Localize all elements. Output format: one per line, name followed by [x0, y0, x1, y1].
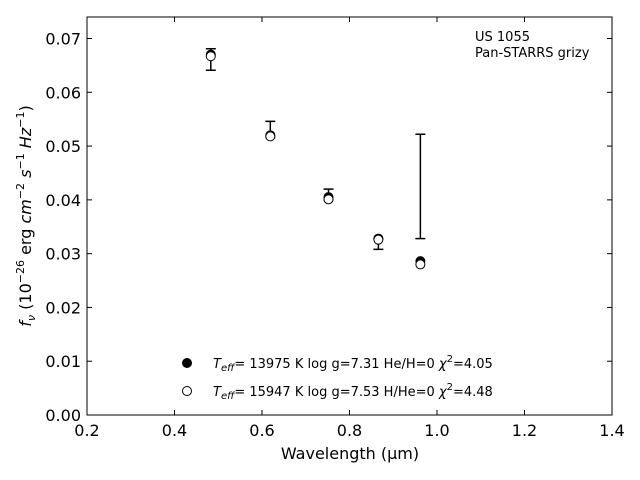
open-marker: [415, 259, 426, 270]
annotation-line-1: US 1055: [475, 30, 530, 45]
x-tick-label: 0.6: [249, 421, 274, 440]
x-tick-label: 1.2: [512, 421, 537, 440]
y-tick-label: 0.00: [45, 406, 81, 425]
open-marker: [373, 234, 384, 245]
y-tick-label: 0.05: [45, 137, 81, 156]
y-axis-label-group: fν (10−26 erg cm−2 s−1 Hz−1): [14, 105, 38, 326]
legend-label: Teff= 13975 K log g=7.31 He/H=0 χ2=4.05: [213, 354, 493, 374]
legend-marker: [182, 358, 192, 368]
annotation-line-2: Pan-STARRS grizy: [475, 46, 590, 61]
data-points: [205, 49, 426, 270]
x-tick-label: 0.8: [337, 421, 362, 440]
x-tick-label: 1.4: [599, 421, 624, 440]
legend-marker: [182, 386, 192, 396]
y-tick-label: 0.07: [45, 30, 81, 49]
legend: Teff= 13975 K log g=7.31 He/H=0 χ2=4.05 T…: [182, 354, 493, 402]
annotation: US 1055 Pan-STARRS grizy: [475, 30, 590, 61]
y-axis-label: fν (10−26 erg cm−2 s−1 Hz−1): [14, 105, 38, 326]
y-tick-label: 0.06: [45, 83, 81, 102]
x-tick-label: 0.4: [162, 421, 187, 440]
x-tick-label: 0.2: [74, 421, 99, 440]
legend-label: Teff= 15947 K log g=7.53 H/He=0 χ2=4.48: [213, 382, 493, 402]
y-tick-label: 0.01: [45, 352, 81, 371]
open-marker: [323, 194, 334, 205]
error-bars: [205, 47, 426, 251]
open-marker: [265, 131, 276, 142]
y-tick-label: 0.03: [45, 245, 81, 264]
y-tick-label: 0.04: [45, 191, 81, 210]
x-tick-label: 1.0: [424, 421, 449, 440]
x-axis-label: Wavelength (μm): [281, 444, 419, 463]
axis-ticks: 0.2 0.4 0.6 0.8 1.0 1.2 1.4 0.00 0.01 0.02 0.03 0.0…: [45, 17, 625, 440]
y-tick-label: 0.02: [45, 298, 81, 317]
plot-frame: [86, 16, 613, 416]
open-marker: [205, 51, 216, 62]
